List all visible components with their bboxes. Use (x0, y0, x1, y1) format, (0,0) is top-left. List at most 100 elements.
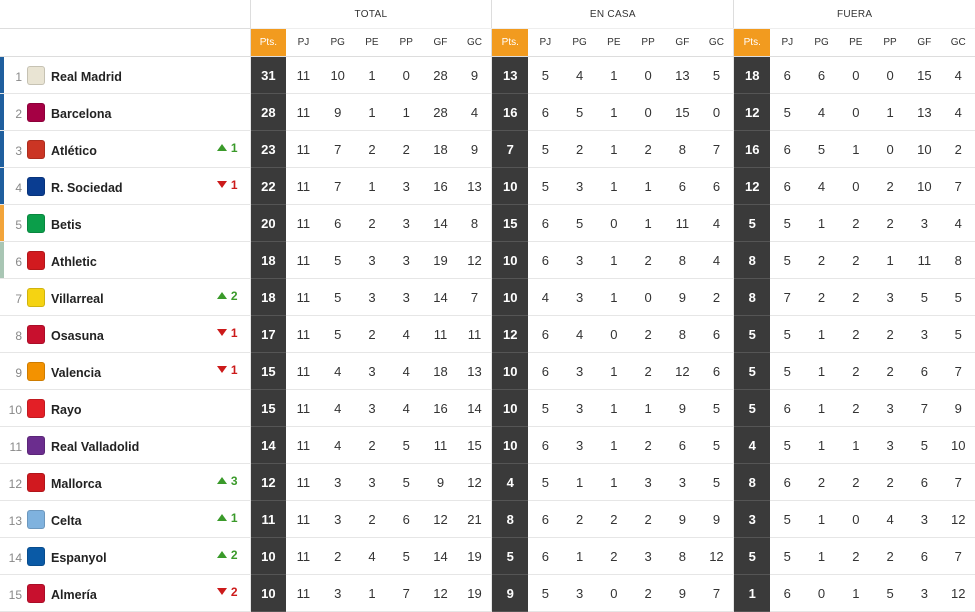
away-pe-cell: 2 (838, 315, 873, 353)
away-pp-cell: 2 (872, 537, 908, 575)
table-row[interactable]: 10 Rayo 15 11 4 3 4 16 14 10 5 3 1 1 9 5 5 6 1 2 3 7 9 (0, 389, 975, 427)
team-cell[interactable]: 5 Betis (0, 204, 250, 242)
away-pj-cell: 6 (770, 574, 805, 612)
team-name[interactable]: Osasuna (51, 328, 104, 343)
zone-indicator (0, 205, 4, 241)
total-pp-cell: 7 (389, 574, 424, 612)
total-pj-cell: 11 (286, 574, 321, 612)
team-cell[interactable]: 4 R. Sociedad 1 (0, 167, 250, 205)
table-row[interactable]: 2 Barcelona 28 11 9 1 1 28 4 16 6 5 1 0 15 0 12 5 4 0 1 13 4 (0, 93, 975, 131)
away-pe-cell: 0 (838, 500, 873, 538)
away-col-pp[interactable]: PP (872, 28, 908, 57)
home-pe-cell: 1 (596, 241, 631, 279)
team-name[interactable]: Rayo (51, 402, 82, 417)
team-cell[interactable]: 15 Almería 2 (0, 574, 250, 612)
away-col-pts[interactable]: Pts. (733, 28, 771, 57)
table-row[interactable]: 7 Villarreal 2 18 11 5 3 3 14 7 10 4 3 1 0 9 2 8 7 2 2 3 5 5 (0, 278, 975, 316)
position-change-value: 1 (230, 141, 238, 155)
total-col-gf[interactable]: GF (423, 28, 458, 57)
total-pe-cell: 4 (354, 537, 390, 575)
home-col-pj[interactable]: PJ (528, 28, 563, 57)
team-cell[interactable]: 7 Villarreal 2 (0, 278, 250, 316)
table-row[interactable]: 12 Mallorca 3 12 11 3 3 5 9 12 4 5 1 1 3 3 5 8 6 2 2 2 6 7 (0, 463, 975, 501)
team-cell[interactable]: 14 Espanyol 2 (0, 537, 250, 575)
team-name[interactable]: Espanyol (51, 550, 107, 565)
home-pp-cell: 1 (630, 167, 666, 205)
home-gc-cell: 4 (699, 204, 734, 242)
total-col-gc[interactable]: GC (457, 28, 492, 57)
away-col-pg[interactable]: PG (804, 28, 839, 57)
team-crest-icon (27, 102, 45, 122)
home-pts-cell: 15 (491, 204, 529, 242)
away-pp-cell: 5 (872, 574, 908, 612)
position-change: 2 (216, 585, 238, 599)
team-name[interactable]: Almería (51, 587, 97, 602)
total-gf-cell: 28 (423, 93, 458, 131)
table-row[interactable]: 11 Real Valladolid 14 11 4 2 5 11 15 10 6 3 1 2 6 5 4 5 1 1… (0, 426, 975, 464)
home-col-gf[interactable]: GF (665, 28, 700, 57)
total-col-pp[interactable]: PP (389, 28, 424, 57)
team-cell[interactable]: 1 Real Madrid (0, 56, 250, 94)
away-pg-cell: 4 (804, 93, 839, 131)
home-col-pe[interactable]: PE (596, 28, 631, 57)
total-col-pg[interactable]: PG (320, 28, 355, 57)
home-gc-cell: 4 (699, 241, 734, 279)
arrow-up-icon (216, 144, 227, 151)
table-row[interactable]: 3 Atlético 1 23 11 7 2 2 18 9 7 5 2 1 2 8 7 16 6 5 1 0 10 2 (0, 130, 975, 168)
team-name[interactable]: Villarreal (51, 291, 104, 306)
table-row[interactable]: 1 Real Madrid 31 11 10 1 0 28 9 13 5 4 1 0 13 5 18 6 6 0 0 15… (0, 56, 975, 94)
away-col-gc[interactable]: GC (941, 28, 975, 57)
team-name[interactable]: Celta (51, 513, 82, 528)
team-name[interactable]: Real Valladolid (51, 439, 140, 454)
total-col-pj[interactable]: PJ (286, 28, 321, 57)
team-cell[interactable]: 3 Atlético 1 (0, 130, 250, 168)
home-col-pg[interactable]: PG (562, 28, 597, 57)
away-col-gf[interactable]: GF (907, 28, 942, 57)
home-pg-cell: 5 (562, 204, 597, 242)
team-name[interactable]: Mallorca (51, 476, 102, 491)
total-gf-cell: 14 (423, 278, 458, 316)
team-cell[interactable]: 9 Valencia 1 (0, 352, 250, 390)
team-cell[interactable]: 6 Athletic (0, 241, 250, 279)
team-cell[interactable]: 8 Osasuna 1 (0, 315, 250, 353)
table-row[interactable]: 4 R. Sociedad 1 22 11 7 1 3 16 13 10 5 3 1 1 6 6 12 6 4 0 2 10… (0, 167, 975, 205)
table-row[interactable]: 6 Athletic 18 11 5 3 3 19 12 10 6 3 1 2 8 4 8 5 2 2 1 11 8 (0, 241, 975, 279)
table-row[interactable]: 8 Osasuna 1 17 11 5 2 4 11 11 12 6 4 0 2 8 6 5 5 1 2 2 3 5 (0, 315, 975, 353)
home-gc-cell: 12 (699, 537, 734, 575)
team-name[interactable]: Valencia (51, 365, 102, 380)
team-name[interactable]: Athletic (51, 254, 97, 269)
home-gc-cell: 5 (699, 389, 734, 427)
away-col-pe[interactable]: PE (838, 28, 873, 57)
team-cell[interactable]: 10 Rayo (0, 389, 250, 427)
total-pts-cell: 18 (249, 278, 287, 316)
table-row[interactable]: 14 Espanyol 2 10 11 2 4 5 14 19 5 6 1 2 3 8 12 5 5 1 2 2 6 7 (0, 537, 975, 575)
home-col-gc[interactable]: GC (699, 28, 734, 57)
team-cell[interactable]: 12 Mallorca 3 (0, 463, 250, 501)
team-name[interactable]: Barcelona (51, 106, 112, 121)
table-row[interactable]: 5 Betis 20 11 6 2 3 14 8 15 6 5 0 1 11 4 5 5 1 2 2 3 4 (0, 204, 975, 242)
total-pe-cell: 3 (354, 389, 390, 427)
table-row[interactable]: 9 Valencia 1 15 11 4 3 4 18 13 10 6 3 1 2 12 6 5 5 1 2 2 6 7 (0, 352, 975, 390)
team-cell[interactable]: 11 Real Valladolid (0, 426, 250, 464)
total-pj-cell: 11 (286, 389, 321, 427)
home-col-pts[interactable]: Pts. (491, 28, 529, 57)
home-pp-cell: 3 (630, 463, 666, 501)
home-pp-cell: 2 (630, 426, 666, 464)
away-gc-cell: 4 (941, 93, 975, 131)
table-row[interactable]: 13 Celta 1 11 11 3 2 6 12 21 8 6 2 2 2 9 9 3 5 1 0 4 3 12 (0, 500, 975, 538)
team-cell[interactable]: 13 Celta 1 (0, 500, 250, 538)
team-name[interactable]: R. Sociedad (51, 180, 123, 195)
home-col-pp[interactable]: PP (630, 28, 666, 57)
team-name[interactable]: Atlético (51, 143, 97, 158)
team-name[interactable]: Real Madrid (51, 69, 122, 84)
away-col-pj[interactable]: PJ (770, 28, 805, 57)
team-name[interactable]: Betis (51, 217, 82, 232)
total-col-pe[interactable]: PE (354, 28, 390, 57)
away-gf-cell: 10 (907, 167, 942, 205)
table-row[interactable]: 15 Almería 2 10 11 3 1 7 12 19 9 5 3 0 2 9 7 1 6 0 1 5 3 12 (0, 574, 975, 612)
home-pts-cell: 13 (491, 56, 529, 94)
total-col-pts[interactable]: Pts. (249, 28, 287, 57)
home-pts-cell: 16 (491, 93, 529, 131)
team-cell[interactable]: 2 Barcelona (0, 93, 250, 131)
total-pts-cell: 31 (249, 56, 287, 94)
